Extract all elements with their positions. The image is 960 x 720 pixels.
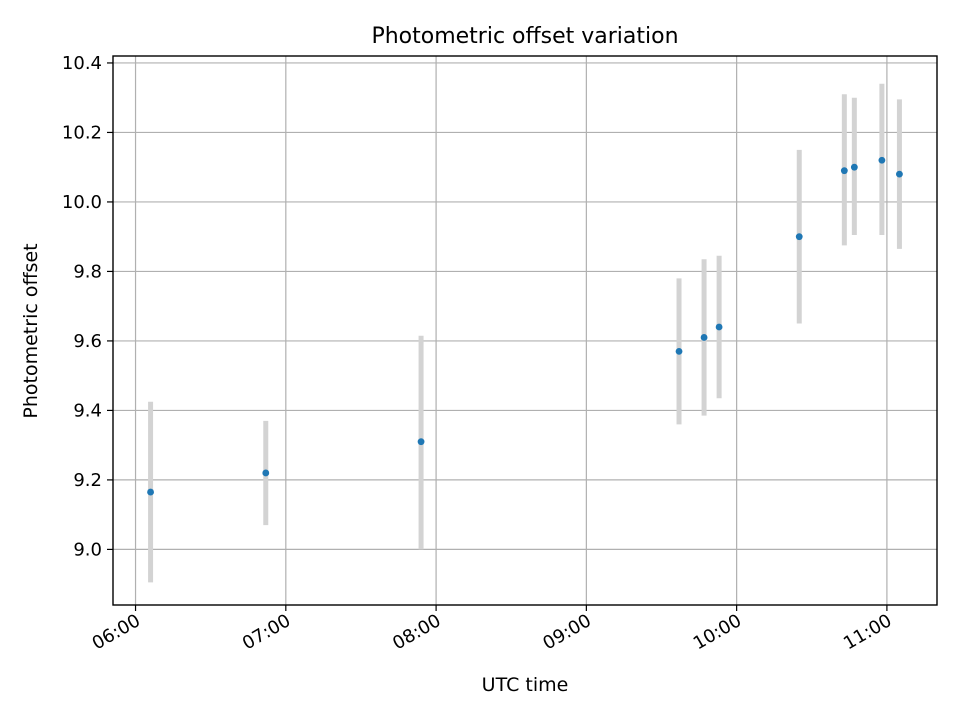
data-point	[417, 438, 425, 446]
x-tick-label: 08:00	[389, 610, 444, 654]
gridlines	[113, 56, 937, 605]
x-tick-label: 09:00	[539, 610, 594, 654]
data-point	[896, 170, 903, 178]
data-point	[147, 488, 154, 496]
plot-frame	[112, 55, 938, 606]
data-points	[147, 156, 903, 496]
y-tick-label: 9.2	[73, 470, 102, 491]
data-point	[795, 233, 803, 241]
data-point	[262, 469, 270, 477]
y-tick-label: 9.0	[73, 539, 102, 560]
error-bars	[148, 83, 902, 583]
data-point	[840, 167, 848, 175]
axis-ticks: 06:00 07:00 08:00 09:00 10:00 11:00 9.0 9.2 9.4 9…	[62, 53, 895, 654]
y-tick-label: 9.8	[73, 261, 102, 282]
y-axis-label: Photometric offset	[20, 243, 42, 418]
y-tick-label: 10.4	[62, 53, 102, 74]
x-axis-label: UTC time	[482, 674, 569, 696]
y-tick-label: 10.0	[62, 192, 102, 213]
y-tick-label: 9.6	[73, 331, 102, 352]
data-point	[715, 323, 723, 331]
data-point	[675, 347, 683, 355]
data-point	[850, 163, 858, 171]
y-tick-label: 9.4	[73, 400, 102, 421]
y-tick-label: 10.2	[62, 122, 102, 143]
x-tick-label: 07:00	[239, 610, 294, 654]
x-tick-label: 11:00	[840, 610, 895, 654]
chart-title: Photometric offset variation	[371, 24, 678, 49]
x-tick-label: 10:00	[690, 610, 745, 654]
x-tick-label: 06:00	[89, 610, 144, 654]
data-point	[700, 334, 708, 341]
data-point	[878, 156, 886, 164]
